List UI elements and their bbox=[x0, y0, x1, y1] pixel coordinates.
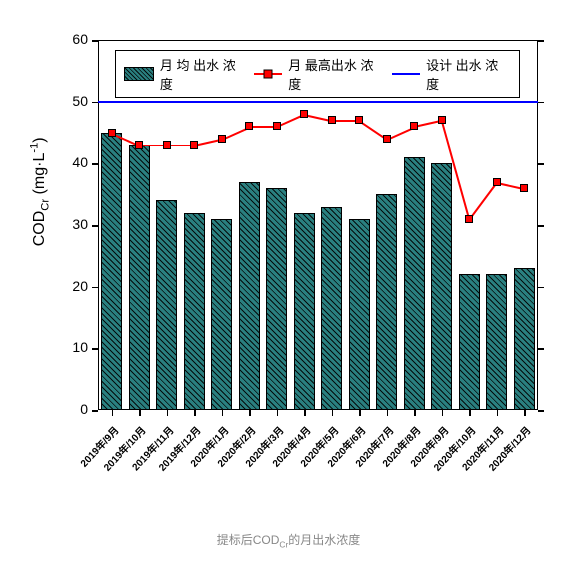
line-marker bbox=[383, 135, 391, 143]
bar bbox=[211, 219, 232, 410]
line-marker bbox=[355, 116, 363, 124]
line-marker bbox=[520, 184, 528, 192]
bar bbox=[129, 145, 150, 410]
y-tick-label: 40 bbox=[72, 154, 88, 170]
y-tick bbox=[538, 225, 544, 227]
bar bbox=[321, 207, 342, 411]
bar bbox=[376, 194, 397, 410]
caption: 提标后CODCr的月出水浓度 bbox=[20, 531, 557, 549]
line-marker bbox=[245, 122, 253, 130]
line-marker bbox=[438, 116, 446, 124]
x-tick bbox=[249, 410, 251, 416]
y-tick bbox=[92, 287, 98, 289]
design-line bbox=[98, 101, 538, 103]
x-tick bbox=[387, 410, 389, 416]
x-tick bbox=[332, 410, 334, 416]
bar bbox=[239, 182, 260, 410]
line-marker bbox=[135, 141, 143, 149]
x-tick bbox=[524, 410, 526, 416]
bar bbox=[266, 188, 287, 410]
legend-label: 月 最高出水 浓度 bbox=[288, 55, 386, 93]
bar bbox=[101, 133, 122, 411]
legend-bar-icon bbox=[124, 67, 154, 81]
x-tick bbox=[469, 410, 471, 416]
line-marker bbox=[163, 141, 171, 149]
legend-label: 月 均 出水 浓度 bbox=[160, 55, 249, 93]
y-tick bbox=[92, 225, 98, 227]
bar bbox=[349, 219, 370, 410]
x-tick bbox=[277, 410, 279, 416]
x-tick bbox=[304, 410, 306, 416]
line-marker bbox=[493, 178, 501, 186]
x-tick bbox=[222, 410, 224, 416]
y-tick bbox=[92, 40, 98, 42]
x-tick bbox=[194, 410, 196, 416]
line-marker bbox=[328, 116, 336, 124]
y-tick bbox=[538, 102, 544, 104]
y-tick-label: 10 bbox=[72, 339, 88, 355]
chart-container: CODCr (mg·L-1) 月 均 出水 浓度 月 最高出水 浓度 设计 出水 浓… bbox=[20, 20, 557, 511]
line-marker bbox=[218, 135, 226, 143]
x-tick bbox=[167, 410, 169, 416]
y-tick-label: 50 bbox=[72, 93, 88, 109]
x-tick bbox=[414, 410, 416, 416]
line-marker bbox=[273, 122, 281, 130]
x-tick bbox=[139, 410, 141, 416]
y-tick bbox=[538, 410, 544, 412]
bar bbox=[156, 200, 177, 410]
x-tick bbox=[359, 410, 361, 416]
bar bbox=[486, 274, 507, 410]
bar bbox=[184, 213, 205, 410]
y-tick bbox=[538, 348, 544, 350]
y-tick-label: 0 bbox=[80, 401, 88, 417]
y-tick-label: 30 bbox=[72, 216, 88, 232]
legend-line-red-icon bbox=[254, 73, 282, 75]
line-marker bbox=[410, 122, 418, 130]
y-tick-label: 20 bbox=[72, 278, 88, 294]
bar bbox=[294, 213, 315, 410]
bar bbox=[404, 157, 425, 410]
x-tick bbox=[442, 410, 444, 416]
line-marker bbox=[190, 141, 198, 149]
x-tick bbox=[497, 410, 499, 416]
y-axis-label: CODCr (mg·L-1) bbox=[29, 206, 52, 246]
y-tick-label: 60 bbox=[72, 31, 88, 47]
y-tick bbox=[92, 348, 98, 350]
y-tick bbox=[538, 40, 544, 42]
y-tick bbox=[92, 163, 98, 165]
line-marker bbox=[108, 129, 116, 137]
line-marker bbox=[465, 215, 473, 223]
bar bbox=[459, 274, 480, 410]
y-tick bbox=[92, 410, 98, 412]
bar bbox=[431, 163, 452, 410]
legend-line-blue-icon bbox=[392, 73, 420, 75]
line-marker bbox=[300, 110, 308, 118]
y-tick bbox=[538, 163, 544, 165]
legend: 月 均 出水 浓度 月 最高出水 浓度 设计 出水 浓度 bbox=[115, 50, 520, 98]
legend-label: 设计 出水 浓度 bbox=[426, 55, 511, 93]
y-tick bbox=[538, 287, 544, 289]
x-tick bbox=[112, 410, 114, 416]
bar bbox=[514, 268, 535, 410]
